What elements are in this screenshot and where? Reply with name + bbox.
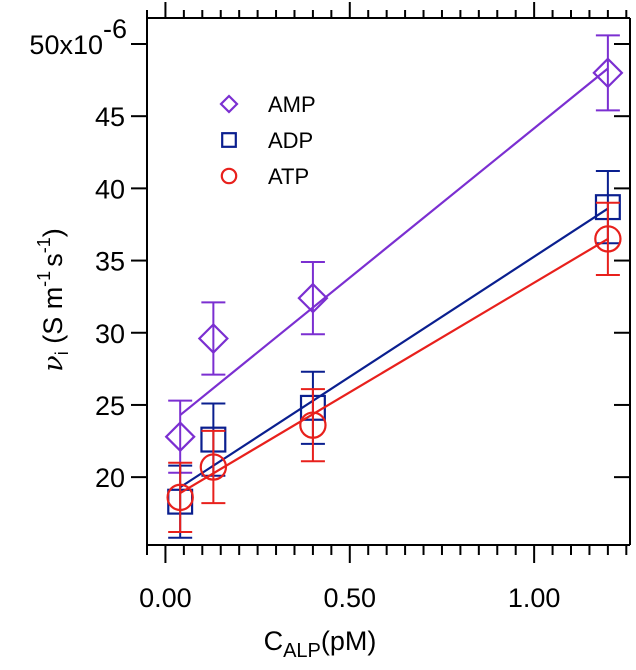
x-tick-label: 0.00	[139, 583, 192, 613]
y-tick-label: 50x10	[29, 30, 103, 60]
data-point	[594, 225, 622, 253]
y-axis-title: νi (S m-1s-1)	[34, 228, 72, 371]
legend: AMP ADP ATP	[219, 92, 316, 189]
data-point	[166, 483, 194, 512]
data-point	[199, 453, 228, 481]
legend-label-adp: ADP	[268, 128, 313, 153]
x-tick-label: 0.50	[324, 583, 377, 613]
y-tick-label: 20	[95, 463, 125, 493]
data-point	[299, 411, 327, 439]
series-amp	[164, 34, 624, 474]
y-tick-label: 25	[95, 391, 125, 421]
data-point	[592, 57, 624, 89]
legend-marker-atp	[220, 167, 238, 185]
y-tick-label: 30	[95, 319, 125, 349]
data-point	[297, 282, 329, 314]
x-axis-title: CALP(pM)	[264, 626, 377, 662]
legend-marker-amp	[219, 94, 239, 114]
fit-line	[179, 237, 609, 494]
legend-marker-adp	[221, 132, 237, 148]
y-tick-label: 35	[95, 247, 125, 277]
x-tick-label: 1.00	[508, 583, 561, 613]
legend-label-amp: AMP	[268, 92, 316, 117]
y-tick-label: 45	[95, 102, 125, 132]
data-point	[164, 421, 196, 453]
series-adp	[167, 170, 621, 539]
fit-line	[179, 67, 609, 416]
y-tick-label: 40	[95, 174, 125, 204]
legend-label-atp: ATP	[268, 164, 309, 189]
y-multiplier-exponent: -6	[103, 14, 127, 44]
axes: 0.00 0.50 1.00 20 25 30 35 40 45 50x10-6	[29, 2, 631, 613]
data-point	[197, 322, 229, 355]
chart-marks	[164, 34, 624, 539]
series-atp	[166, 201, 622, 534]
fit-line	[179, 207, 609, 489]
